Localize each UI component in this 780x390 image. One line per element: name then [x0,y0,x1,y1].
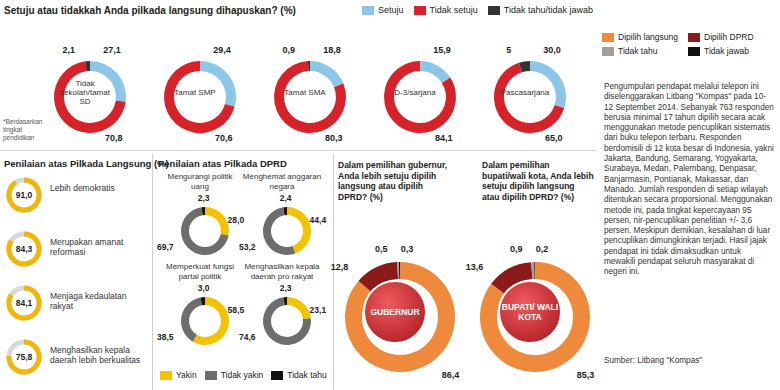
html-text:Merupakan amanat reformasi: Merupakan amanat reformasi [50,237,124,257]
html-text:Menghasilkan kepala daerah pro: Menghasilkan kepala daerah pro rakyat [244,262,320,281]
svg-text:3,0: 3,0 [198,283,210,293]
html-text:Memperkuat fungsi partai polit: Memperkuat fungsi partai politik [166,262,234,281]
svg-text:2,3: 2,3 [198,193,210,203]
svg-text:38,5: 38,5 [157,332,174,342]
svg-text:65,0: 65,0 [545,133,563,143]
svg-text:15,9: 15,9 [433,45,451,55]
svg-text:53,2: 53,2 [239,242,256,252]
html-text:Tidak tahu/tidak jawab: Tidak tahu/tidak jawab [503,5,593,15]
html-text:Menghemat anggaran negara: Menghemat anggaran negara [242,172,322,191]
html-text:Menjaga kedaulatan rakyat: Menjaga kedaulatan rakyat [50,291,127,311]
html-text:*Berdasarkan tingkat pendidika: *Berdasarkan tingkat pendidikan [3,118,43,141]
svg-text:2,3: 2,3 [280,283,292,293]
html-text:BUPATI/ WALI KOTA: BUPATI/ WALI KOTA [501,302,559,322]
svg-text:58,5: 58,5 [228,305,245,315]
html-text:Dipilih DPRD: Dipilih DPRD [704,32,754,42]
html-text:Tidak tahu: Tidak tahu [287,370,327,380]
html-text:Pascasarjana: Pascasarjana [500,87,550,97]
html-text:Dalam pemilihan bupati/wali ko: Dalam pemilihan bupati/wali kota, Anda l… [482,160,594,202]
html-text:84,3: 84,3 [15,244,33,254]
html-text:D-3/sarjana: D-3/sarjana [394,87,436,97]
svg-text:80,3: 80,3 [325,133,343,143]
html-text:Tidak tahu: Tidak tahu [618,46,658,56]
svg-text:0,3: 0,3 [401,244,414,254]
html-text:Tidak jawab: Tidak jawab [704,46,750,56]
svg-text:86,4: 86,4 [442,370,460,380]
html-text:Dalam pemilihan gubernur, Anda: Dalam pemilihan gubernur, Anda lebih set… [338,160,448,202]
svg-text:74,6: 74,6 [239,332,256,342]
svg-text:12,8: 12,8 [331,262,349,272]
html-text:Yakin: Yakin [176,370,197,380]
svg-text:0,9: 0,9 [283,45,296,55]
svg-text:70,8: 70,8 [105,133,123,143]
html-text:Menghasilkan kepala daerah leb: Menghasilkan kepala daerah lebih berkual… [50,345,141,365]
svg-text:70,6: 70,6 [215,133,233,143]
html-text:91,0: 91,0 [15,190,33,200]
svg-text:5: 5 [506,45,511,55]
html-text:Setuju atau tidakkah Anda pilk: Setuju atau tidakkah Anda pilkada langsu… [4,5,296,16]
html-text:Tamat SMP: Tamat SMP [174,87,216,97]
svg-text:28,0: 28,0 [228,215,245,225]
svg-text:29,4: 29,4 [213,45,231,55]
svg-text:44,4: 44,4 [310,215,327,225]
html-text:75,8: 75,8 [15,352,33,362]
html-text:Mengurangi politik uang: Mengurangi politik uang [167,172,233,191]
html-text:Penilaian atas Pilkada Langsun: Penilaian atas Pilkada Langsung (%) [4,158,169,169]
html-text:GUBERNUR: GUBERNUR [370,307,420,317]
svg-text:2,1: 2,1 [63,45,76,55]
html-text:Sumber: Litbang "Kompas": Sumber: Litbang "Kompas" [604,356,703,365]
svg-text:84,1: 84,1 [435,133,453,143]
svg-text:0,9: 0,9 [510,244,523,254]
html-text:Tidak setuju: Tidak setuju [429,5,478,15]
svg-text:23,1: 23,1 [310,305,327,315]
svg-text:85,3: 85,3 [577,370,595,380]
html-text:Penilaian atas Pilkada DPRD: Penilaian atas Pilkada DPRD [158,158,287,169]
svg-text:69,7: 69,7 [157,242,174,252]
html-text:Tamat SMA: Tamat SMA [284,87,326,97]
html-text:Lebih demokratis: Lebih demokratis [50,183,115,193]
svg-text:30,0: 30,0 [543,45,561,55]
html-text:Tidak yakin: Tidak yakin [220,370,264,380]
svg-text:13,6: 13,6 [466,262,484,272]
svg-text:0,2: 0,2 [536,244,549,254]
html-text:84,1: 84,1 [15,298,33,308]
html-text:Tidak sekolah/tamat SD: Tidak sekolah/tamat SD [60,78,110,106]
svg-text:18,8: 18,8 [323,45,341,55]
svg-text:2,4: 2,4 [280,193,292,203]
svg-text:0,5: 0,5 [375,244,388,254]
svg-text:27,1: 27,1 [103,45,121,55]
html-text:Setuju: Setuju [378,5,404,15]
html-text:Pengumpulan pendapat melalui t: Pengumpulan pendapat melalui telepon ini… [604,82,774,277]
html-text:Dipilih langsung: Dipilih langsung [618,32,678,42]
